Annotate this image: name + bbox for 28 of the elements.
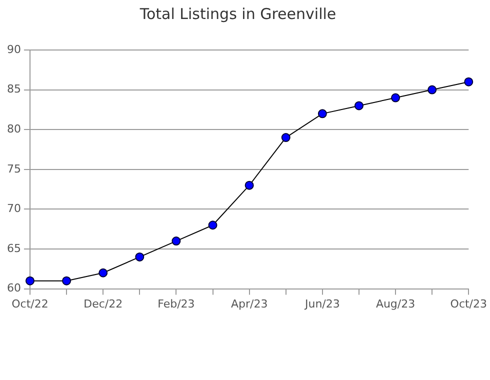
x-tick-label: Jun/23 (304, 297, 340, 310)
point (464, 77, 474, 86)
y-tick-label: 85 (6, 82, 21, 96)
point (281, 133, 290, 142)
y-tick-label: 65 (6, 242, 21, 255)
point (428, 85, 437, 94)
point (318, 109, 327, 118)
point (98, 268, 108, 278)
point (172, 236, 181, 246)
y-tick-label: 70 (6, 202, 21, 216)
x-tick-label: Oct/22 (12, 297, 48, 310)
y-tick-label: 75 (6, 162, 21, 176)
point (354, 101, 364, 110)
x-tick-label: Aug/23 (376, 297, 416, 310)
x-tick-label: Feb/23 (158, 297, 195, 310)
x-tick-label: Dec/22 (84, 297, 123, 310)
point (25, 276, 34, 286)
point (208, 220, 218, 230)
y-tick-label: 90 (6, 42, 21, 56)
x-tick-label: Oct/23 (450, 297, 488, 310)
chart-title: Total Listings in Greenville (138, 4, 336, 23)
x-tick-label: Apr/23 (230, 297, 268, 310)
point (391, 93, 400, 102)
y-tick-label: 80 (6, 122, 21, 136)
point (244, 180, 254, 190)
point (135, 252, 144, 262)
y-tick-label: 60 (6, 282, 21, 295)
point (62, 276, 72, 286)
